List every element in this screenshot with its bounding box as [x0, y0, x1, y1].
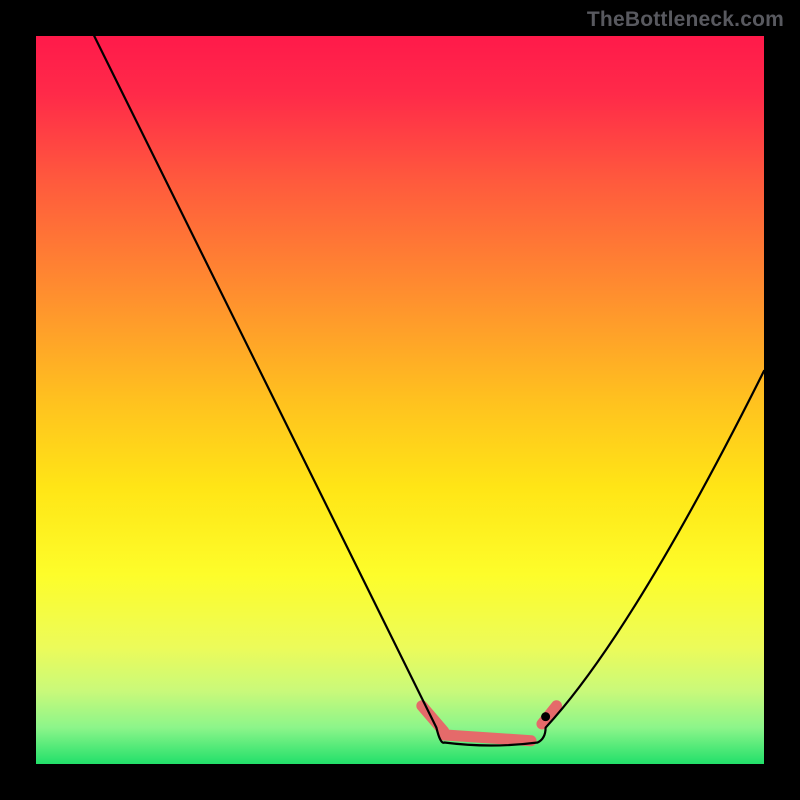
watermark-text: TheBottleneck.com	[587, 8, 784, 32]
chart-curve-layer	[36, 36, 764, 764]
bottleneck-curve	[94, 36, 764, 746]
trough-highlight	[422, 706, 557, 741]
plot-area	[36, 36, 764, 764]
trough-marker-dot	[541, 712, 550, 721]
